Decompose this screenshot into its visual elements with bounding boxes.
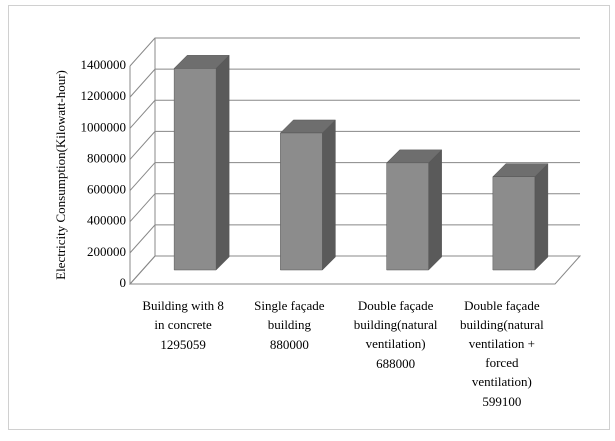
x-tick-label: ventilation + xyxy=(469,336,535,351)
y-tick-label: 0 xyxy=(120,275,127,290)
bar-side xyxy=(322,119,336,271)
x-tick-label: Double façade xyxy=(464,298,540,313)
x-tick-label: forced xyxy=(485,355,519,370)
x-tick-label: ventilation) xyxy=(472,374,532,389)
value-label: 880000 xyxy=(270,337,309,352)
y-tick-label: 600000 xyxy=(87,182,126,197)
value-label: 1295059 xyxy=(160,337,206,352)
y-tick-label: 800000 xyxy=(87,150,126,165)
y-tick-label: 1000000 xyxy=(81,119,127,134)
x-tick-label: building(natural xyxy=(460,317,544,332)
bar-side xyxy=(215,54,230,271)
x-tick-label: Double façade xyxy=(358,298,434,313)
bar xyxy=(386,149,443,271)
x-tick-label: building(natural xyxy=(354,317,438,332)
bar xyxy=(173,54,230,271)
bar-front xyxy=(280,132,323,271)
bar-side xyxy=(534,163,549,271)
value-label: 599100 xyxy=(482,394,521,409)
y-axis-title: Electricity Consumption(Kilowatt-hour) xyxy=(53,70,68,280)
value-label: 688000 xyxy=(376,356,415,371)
x-tick-label: Single façade xyxy=(254,298,325,313)
bar xyxy=(279,119,336,271)
x-tick-label: ventilation) xyxy=(366,336,426,351)
y-tick-label: 200000 xyxy=(87,244,126,259)
bar-front xyxy=(173,68,217,271)
y-tick-label: 400000 xyxy=(87,213,126,228)
bar-front xyxy=(492,176,536,271)
x-tick-label: in concrete xyxy=(154,317,212,332)
bar xyxy=(492,163,549,271)
x-tick-label: building xyxy=(268,317,312,332)
x-tick-label: Building with 8 xyxy=(142,298,224,313)
bar-side xyxy=(428,149,442,271)
bar-front xyxy=(386,162,429,271)
y-tick-label: 1200000 xyxy=(81,88,127,103)
y-tick-label: 1400000 xyxy=(81,57,127,72)
